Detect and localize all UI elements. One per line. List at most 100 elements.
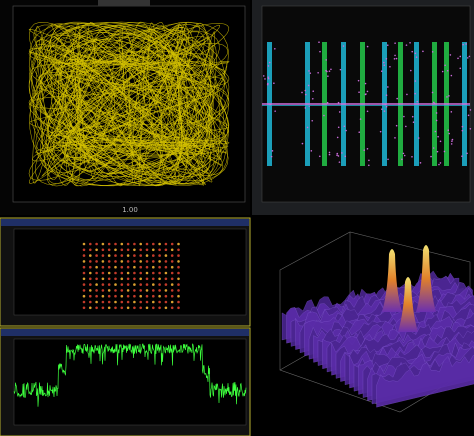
pulse-dot <box>414 80 417 82</box>
pulse-dot <box>327 75 329 77</box>
symbol-point <box>114 242 117 246</box>
symbol-point <box>177 289 180 292</box>
pulse-dot <box>469 127 472 130</box>
symbol-point <box>107 271 111 275</box>
pulse-dot <box>385 94 388 97</box>
pulse-dot <box>395 57 398 60</box>
pulse-dot <box>358 131 361 134</box>
symbol-point <box>114 271 117 275</box>
symbol-point <box>114 277 117 281</box>
symbol-point <box>152 265 155 269</box>
lissajous-traces <box>28 21 230 187</box>
symbol-point <box>101 306 105 310</box>
pulse-dot <box>359 118 362 120</box>
symbol-point <box>139 271 142 275</box>
symbol-point <box>145 265 149 269</box>
symbol-point <box>95 271 98 275</box>
symbol-point <box>158 294 161 298</box>
symbol-point <box>89 300 92 304</box>
symbol-point <box>170 260 174 263</box>
symbol-point <box>107 260 111 263</box>
symbol-point <box>114 254 117 257</box>
symbol-point <box>158 289 161 292</box>
symbol-point <box>152 254 155 257</box>
pulse-dot <box>412 121 415 123</box>
symbol-point <box>164 254 168 257</box>
pulse-dot <box>317 71 319 74</box>
symbol-point <box>82 294 86 298</box>
symbol-point <box>164 242 168 246</box>
symbol-point <box>164 248 168 252</box>
pulse-dot <box>457 57 459 60</box>
symbol-point <box>170 254 174 257</box>
symbol-point <box>145 289 149 292</box>
pulse-dot <box>328 153 331 156</box>
pulse-dot <box>304 89 307 92</box>
symbol-point <box>95 242 98 246</box>
symbol-point <box>82 242 86 246</box>
symbol-point <box>126 300 130 304</box>
pulse-dot <box>380 70 383 73</box>
symbol-point <box>177 260 180 263</box>
pulse-dot <box>436 150 439 153</box>
pulse-dot <box>437 135 439 138</box>
symbol-point <box>139 277 142 281</box>
pulse-dot <box>385 105 388 108</box>
symbol-point <box>114 265 117 269</box>
symbol-point <box>145 271 149 275</box>
pulse-dot <box>266 83 269 86</box>
symbol-point <box>170 306 174 310</box>
pulse-dot <box>301 91 303 94</box>
pulse-dot <box>431 51 434 53</box>
symbol-point <box>152 306 155 310</box>
pulse-dot <box>262 75 265 77</box>
pulse-dot <box>337 155 340 157</box>
pulse-dot <box>307 84 310 87</box>
symbol-point <box>152 283 155 286</box>
pulse-dot <box>451 140 453 143</box>
symbol-point <box>139 254 142 257</box>
pulse-dot <box>411 115 414 118</box>
symbol-point <box>164 283 168 286</box>
symbol-point <box>89 260 92 263</box>
pulse-dot <box>337 101 340 104</box>
symbol-point <box>152 242 155 246</box>
symbol-point <box>107 283 111 286</box>
pulse-dot <box>344 155 347 158</box>
pulse-dot <box>459 55 462 58</box>
pulse-dot <box>304 107 307 109</box>
symbol-point <box>120 294 124 298</box>
symbol-point <box>152 271 155 275</box>
pulse-dot <box>461 129 464 132</box>
symbol-point <box>114 248 117 252</box>
window-title-bar <box>1 219 249 226</box>
pulse-dot <box>431 91 434 94</box>
pulse-dot <box>311 119 314 122</box>
symbol-point <box>145 248 149 252</box>
symbol-point <box>101 277 105 281</box>
pulse-dot <box>309 72 312 74</box>
pulse-dot <box>469 109 472 111</box>
pulse-dot <box>339 68 342 71</box>
pulse-dot <box>326 70 328 73</box>
symbol-point <box>133 283 136 286</box>
symbol-point <box>158 277 161 281</box>
symbol-point <box>152 260 155 263</box>
pulse-dot <box>304 93 307 96</box>
symbol-point <box>177 248 180 252</box>
symbol-point <box>145 242 149 246</box>
pulse-dot <box>270 155 273 158</box>
surface-peak <box>382 249 402 312</box>
pulse-dot <box>273 82 275 84</box>
symbol-point <box>126 265 130 269</box>
symbol-point <box>82 265 86 269</box>
pulse-dot <box>466 57 469 59</box>
pulse-dot <box>439 140 442 143</box>
symbol-point <box>170 271 174 275</box>
pulse-dot <box>461 155 463 157</box>
symbol-point <box>82 254 86 257</box>
pulse-dot <box>416 100 419 103</box>
symbol-point <box>120 283 124 286</box>
symbol-point <box>101 271 105 275</box>
symbol-point <box>133 300 136 304</box>
